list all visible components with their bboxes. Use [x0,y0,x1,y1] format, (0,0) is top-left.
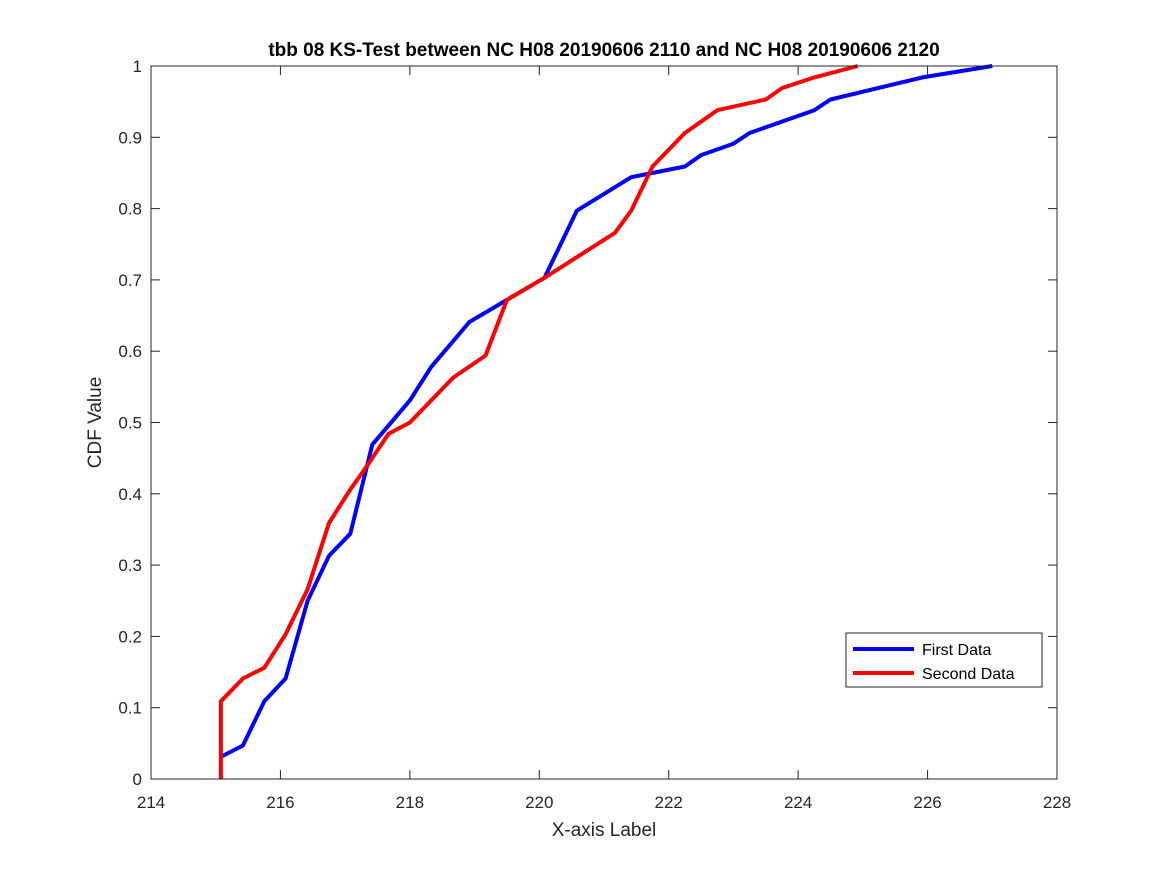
y-tick-label: 0.3 [118,556,142,575]
legend-label-second-data: Second Data [922,666,1015,683]
y-tick-label: 0.8 [118,200,142,219]
y-tick-label: 0.5 [118,414,142,433]
x-tick-label: 218 [396,793,424,812]
x-tick-label: 226 [913,793,941,812]
y-axis-label: CDF Value [85,377,106,469]
y-tick-label: 0.9 [118,128,142,147]
y-tick-label: 0.6 [118,342,142,361]
series-line-second-data [218,64,859,779]
y-tick-label: 0.4 [118,485,142,504]
y-tick-label: 1 [133,57,142,76]
y-tick-label: 0.2 [118,627,142,646]
legend-box [845,632,1043,688]
y-tick-label: 0.7 [118,271,142,290]
x-axis-label: X-axis Label [552,820,657,841]
x-tick-label: 216 [266,793,294,812]
x-tick-label: 222 [655,793,683,812]
y-tick-label: 0 [133,770,142,789]
series-layer [218,64,993,779]
legend-label-first-data: First Data [922,642,991,659]
plot-border [150,65,1058,780]
x-tick-label: 220 [525,793,553,812]
legend: First Data Second Data [845,632,1043,688]
x-tick-label: 214 [137,793,165,812]
x-tick-label: 228 [1043,793,1071,812]
y-tick-label: 0.1 [118,699,142,718]
x-tick-label: 224 [784,793,812,812]
chart-title: tbb 08 KS-Test between NC H08 20190606 2… [268,40,939,61]
ticks-layer: 214 216 218 220 222 224 226 228 0 0.1 0.2 0.3 0.4 0.5… [118,57,1071,812]
